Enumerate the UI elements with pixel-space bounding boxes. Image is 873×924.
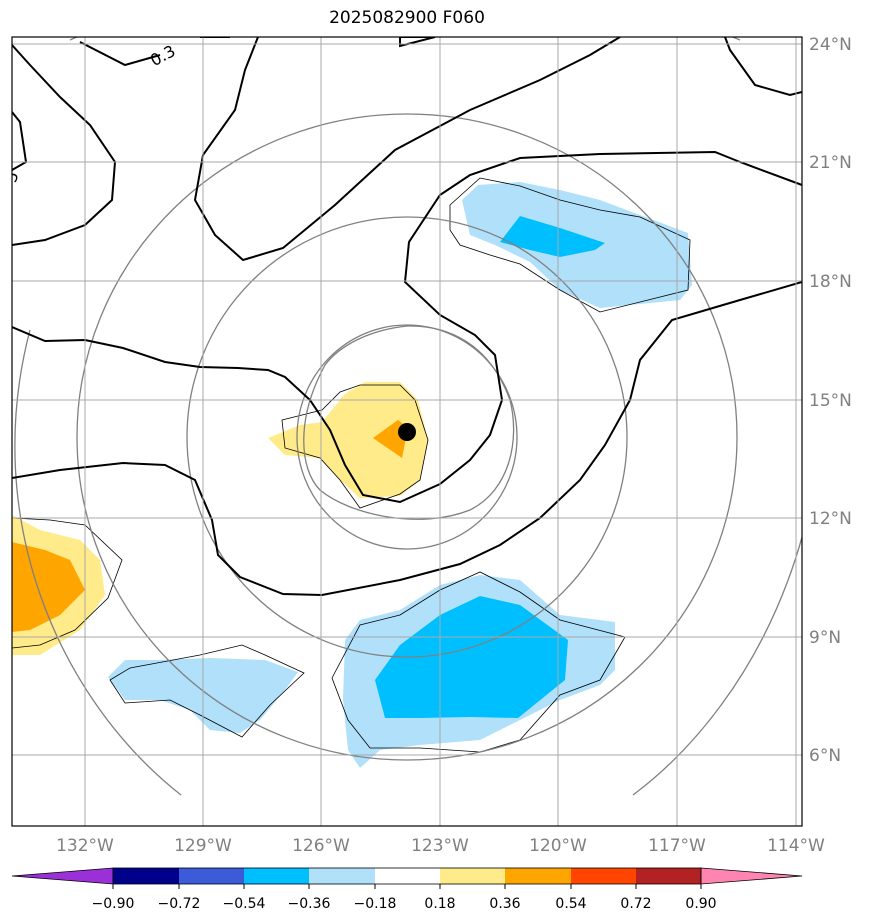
colorbar-tick-6: 0.18: [424, 896, 455, 912]
colorbar-tick-10: 0.90: [685, 896, 716, 912]
anomaly-outlines: [12, 177, 691, 753]
negative-anomaly-strong-northeast: [500, 216, 605, 257]
colorbar-tick-2: −0.72: [158, 896, 201, 912]
colorbar: −0.90 −0.72 −0.54 −0.36 −0.18 0.18 0.36 …: [11, 867, 803, 912]
colorbar-bin-5: [375, 868, 440, 884]
colorbar-bin-6: [440, 868, 505, 884]
lon-label-129w: 129°W: [174, 836, 232, 856]
lon-label-126w: 126°W: [292, 836, 350, 856]
lat-label-9n: 9°N: [809, 628, 841, 648]
lat-label-24n: 24°N: [809, 35, 852, 55]
gridlines: [12, 37, 802, 826]
colorbar-bin-3: [244, 868, 309, 884]
thick-black-contours: [12, 37, 802, 597]
lon-label-117w: 117°W: [648, 836, 706, 856]
colorbar-bin-1: [113, 868, 179, 884]
lat-label-6n: 6°N: [809, 746, 841, 766]
lon-label-120w: 120°W: [529, 836, 587, 856]
colorbar-extend-high: [700, 867, 803, 885]
colorbar-tick-4: −0.36: [288, 896, 331, 912]
contour-label-5: 5: [1, 169, 22, 185]
colorbar-tick-8: 0.54: [555, 896, 586, 912]
lon-label-114w: 114°W: [767, 836, 825, 856]
lat-label-21n: 21°N: [809, 153, 852, 173]
colorbar-bin-9: [636, 868, 701, 884]
colorbar-tick-5: −0.18: [354, 896, 397, 912]
map-frame: [11, 36, 803, 827]
map-plot-area: 0.3 5: [1, 37, 802, 826]
lon-label-132w: 132°W: [56, 836, 114, 856]
colorbar-tick-1: −0.90: [92, 896, 135, 912]
colorbar-bin-7: [505, 868, 571, 884]
colorbar-bin-8: [571, 868, 636, 884]
latitude-labels: 24°N 21°N 18°N 15°N 12°N 9°N 6°N: [809, 35, 852, 766]
lon-label-123w: 123°W: [411, 836, 469, 856]
colorbar-frame: [112, 867, 702, 885]
contour-label-0-3: 0.3: [147, 41, 178, 70]
lat-label-18n: 18°N: [809, 272, 852, 292]
colorbar-extend-low: [11, 867, 114, 885]
colorbar-tick-9: 0.72: [620, 896, 651, 912]
colorbar-tick-3: −0.54: [223, 896, 266, 912]
gray-distance-rings: [14, 37, 802, 796]
storm-center-marker: [398, 423, 416, 441]
lat-label-15n: 15°N: [809, 391, 852, 411]
colorbar-bin-4: [309, 868, 375, 884]
colorbar-tick-7: 0.36: [489, 896, 520, 912]
colorbar-bin-2: [179, 868, 244, 884]
map-title: 2025082900 F060: [329, 8, 485, 28]
positive-anomaly-light-center: [268, 382, 428, 498]
longitude-labels: 132°W 129°W 126°W 123°W 120°W 117°W 114°…: [56, 836, 825, 856]
lat-label-12n: 12°N: [809, 509, 852, 529]
